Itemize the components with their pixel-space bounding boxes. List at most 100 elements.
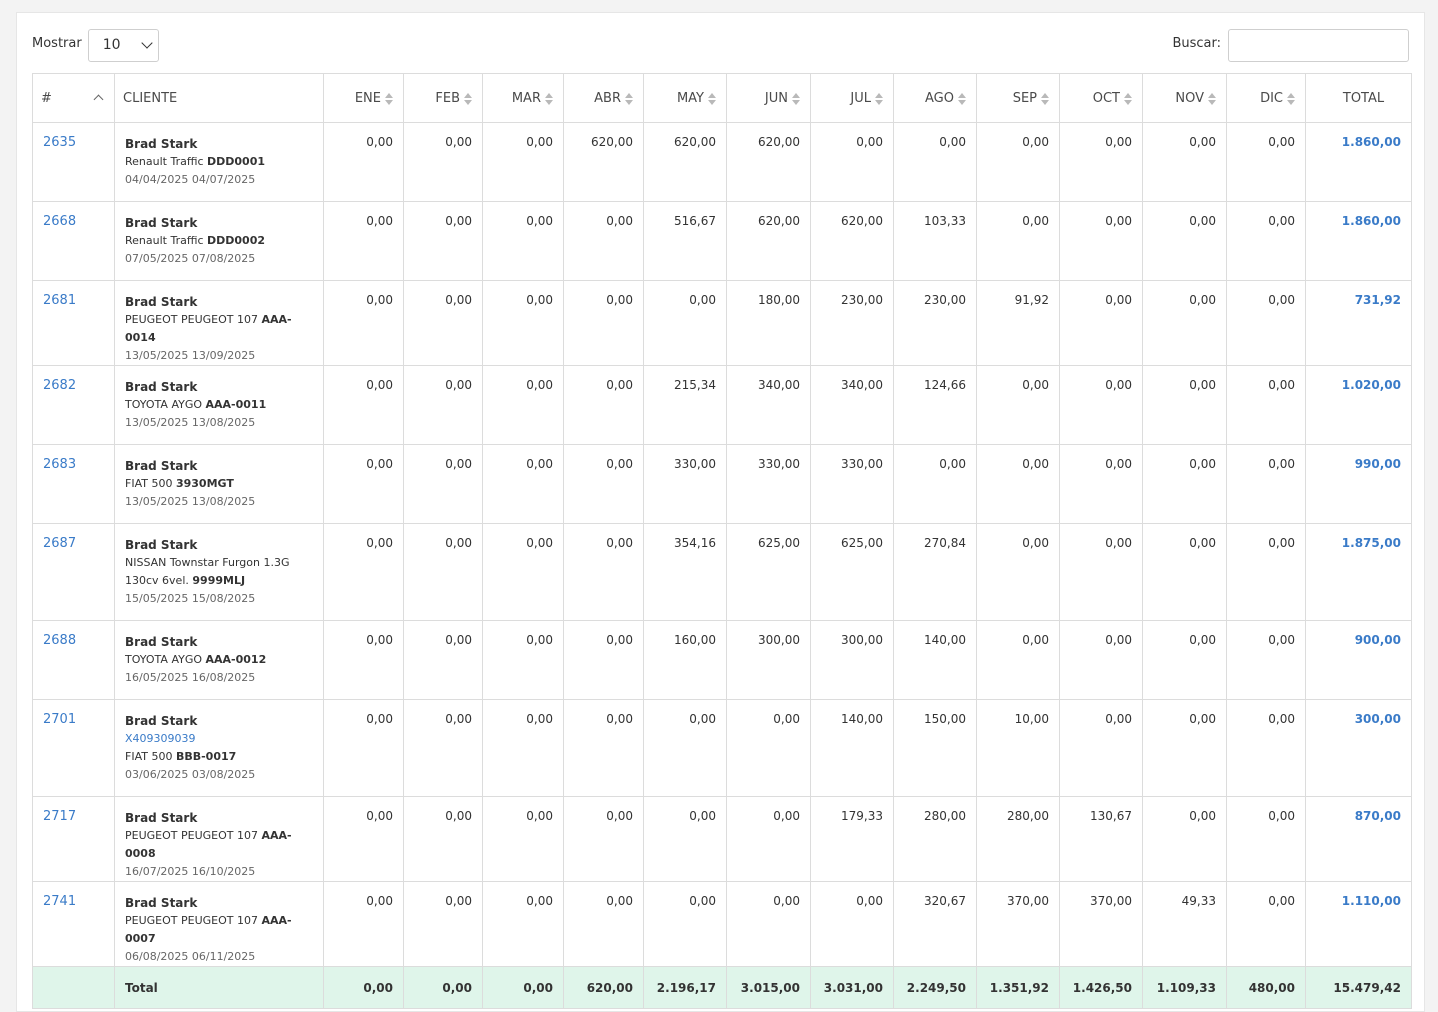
cell-month-amount: 620,00 [810,201,894,281]
client-name: Brad Stark [125,635,198,649]
contract-id-link[interactable]: 2701 [43,712,77,727]
cell-month-amount: 0,00 [403,280,483,366]
cell-month-amount: 0,00 [323,201,404,281]
vehicle-model: PEUGEOT PEUGEOT 107 [125,914,258,927]
cell-id: 2635 [32,122,115,202]
vehicle-plate: 3930MGT [175,477,234,490]
cell-month-amount: 280,00 [976,796,1060,882]
cell-month-amount: 0,00 [643,280,727,366]
cell-month-amount: 0,00 [1226,620,1306,700]
table-row: 2682 Brad Stark TOYOTA AYGO AAA-0011 13/05/… [32,365,1412,445]
footer-month-total: 1.351,92 [976,966,1060,1009]
sort-icon [1124,93,1132,105]
cell-month-amount: 0,00 [563,523,644,621]
cell-month-amount: 0,00 [482,122,564,202]
column-header-jun[interactable]: JUN [726,73,811,123]
cell-month-amount: 0,00 [976,365,1060,445]
footer-month-total: 3.015,00 [726,966,811,1009]
contract-id-link[interactable]: 2717 [43,809,77,824]
cell-month-amount: 0,00 [976,620,1060,700]
column-header-feb[interactable]: FEB [403,73,483,123]
cell-month-amount: 0,00 [403,881,483,967]
cell-month-amount: 0,00 [1142,280,1227,366]
cell-month-amount: 0,00 [1059,365,1143,445]
cell-month-amount: 0,00 [1059,620,1143,700]
cell-month-amount: 0,00 [323,365,404,445]
column-header-total[interactable]: TOTAL [1305,73,1412,123]
sort-icon [1208,93,1216,105]
cell-row-total: 731,92 [1305,280,1412,366]
column-header-ene[interactable]: ENE [323,73,404,123]
cell-month-amount: 270,84 [893,523,977,621]
cell-month-amount: 140,00 [893,620,977,700]
contract-id-link[interactable]: 2688 [43,633,77,648]
cell-month-amount: 140,00 [810,699,894,797]
cell-row-total: 1.020,00 [1305,365,1412,445]
cell-month-amount: 0,00 [726,881,811,967]
contract-id-link[interactable]: 2683 [43,457,77,472]
column-header-dic[interactable]: DIC [1226,73,1306,123]
cell-month-amount: 0,00 [1142,796,1227,882]
column-header-sep[interactable]: SEP [976,73,1060,123]
rental-dates: 15/05/2025 15/08/2025 [125,592,256,605]
cell-month-amount: 370,00 [976,881,1060,967]
vehicle-plate: AAA-0014 [125,313,292,344]
cell-month-amount: 0,00 [1226,699,1306,797]
sort-icon [545,93,553,105]
footer-empty-cell [32,966,115,1009]
column-header-ago[interactable]: AGO [893,73,977,123]
search-input[interactable] [1228,28,1409,62]
vehicle-model: TOYOTA AYGO [125,653,203,666]
cell-month-amount: 179,33 [810,796,894,882]
footer-total-label: Total [114,966,324,1009]
contract-id-link[interactable]: 2682 [43,378,77,393]
cell-month-amount: 0,00 [726,699,811,797]
cell-client: Brad Stark FIAT 500 3930MGT 13/05/2025 13/… [114,444,324,524]
column-header-nov[interactable]: NOV [1142,73,1227,123]
cell-client: Brad Stark Renault Traffic DDD0001 04/04/2… [114,122,324,202]
contract-id-link[interactable]: 2741 [43,894,77,909]
cell-month-amount: 0,00 [976,523,1060,621]
contract-id-link[interactable]: 2687 [43,536,77,551]
cell-id: 2682 [32,365,115,445]
contract-id-link[interactable]: 2668 [43,214,77,229]
column-header-may[interactable]: MAY [643,73,727,123]
cell-month-amount: 0,00 [323,280,404,366]
footer-month-total: 0,00 [403,966,483,1009]
column-header-jul[interactable]: JUL [810,73,894,123]
contract-id-link[interactable]: 2681 [43,293,77,308]
cell-month-amount: 0,00 [482,444,564,524]
cell-month-amount: 0,00 [810,881,894,967]
cell-month-amount: 49,33 [1142,881,1227,967]
cell-month-amount: 0,00 [403,620,483,700]
column-header-id[interactable]: # [32,73,115,123]
cell-month-amount: 230,00 [810,280,894,366]
column-header-mar[interactable]: MAR [482,73,564,123]
cell-month-amount: 0,00 [643,881,727,967]
page-length-select[interactable]: 10 [87,28,159,62]
vehicle-line: PEUGEOT PEUGEOT 107 AAA-0007 [125,912,313,948]
rental-dates: 04/04/2025 04/07/2025 [125,173,256,186]
column-header-abr[interactable]: ABR [563,73,644,123]
cell-month-amount: 0,00 [403,523,483,621]
cell-id: 2687 [32,523,115,621]
column-header-cliente[interactable]: CLIENTE [114,73,324,123]
cell-row-total: 990,00 [1305,444,1412,524]
contract-id-link[interactable]: 2635 [43,135,77,150]
footer-month-total: 0,00 [323,966,404,1009]
footer-month-total: 1.109,33 [1142,966,1227,1009]
column-header-oct[interactable]: OCT [1059,73,1143,123]
cell-id: 2741 [32,881,115,967]
sort-icon [625,93,633,105]
cell-id: 2668 [32,201,115,281]
column-header-label: ENE [354,90,381,106]
vehicle-plate: DDD0001 [207,155,266,168]
client-name: Brad Stark [125,459,198,473]
vehicle-line: PEUGEOT PEUGEOT 107 AAA-0008 [125,827,313,863]
client-reference-link[interactable]: X409309039 [125,732,196,745]
rental-dates: 06/08/2025 06/11/2025 [125,950,256,963]
table-row: 2717 Brad Stark PEUGEOT PEUGEOT 107 AAA-00… [32,796,1412,882]
vehicle-model: NISSAN Townstar Furgon 1.3G 130cv 6vel. [125,556,290,587]
cell-month-amount: 330,00 [726,444,811,524]
column-header-label: NOV [1175,90,1204,106]
